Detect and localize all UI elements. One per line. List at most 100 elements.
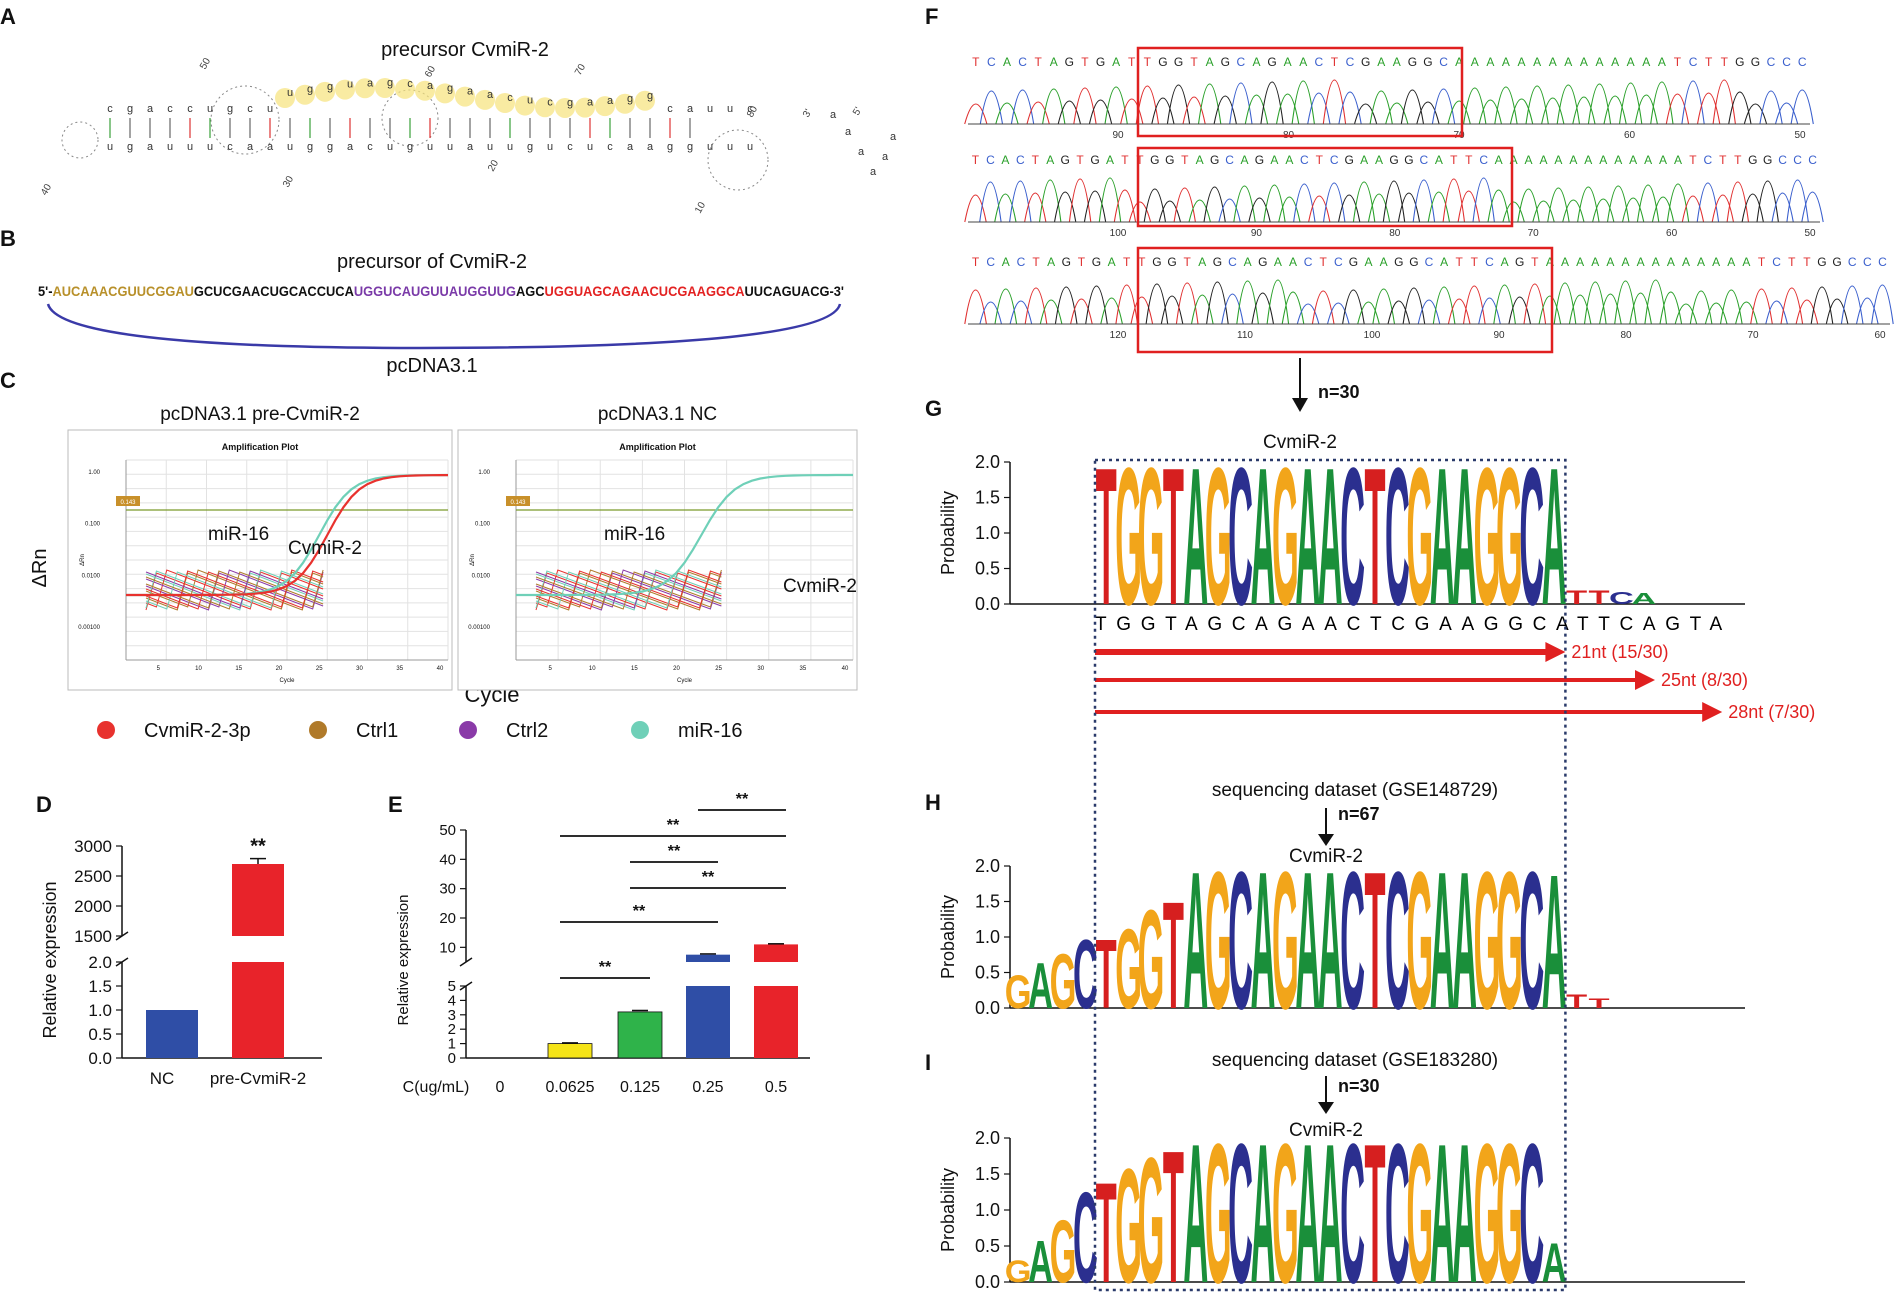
chromatogram-peak (1038, 179, 1062, 223)
chromatogram-peak (1385, 102, 1409, 125)
trace-base: A (1712, 255, 1720, 269)
sequence-segment: 5'- (38, 283, 53, 299)
chromatogram-peak (1088, 99, 1113, 125)
chromatogram-peak (1502, 201, 1525, 223)
nucleotide-top: c (247, 103, 253, 115)
chromatogram-peak (1771, 192, 1794, 223)
chromatogram-peak (1353, 103, 1378, 125)
chromatogram-peak (1517, 188, 1540, 223)
chromatogram-peak (1743, 103, 1768, 125)
trace-base: T (1121, 153, 1129, 167)
chromatogram-peak (1774, 102, 1799, 125)
trace-position: 60 (1624, 130, 1636, 141)
chromatogram-peak (1855, 297, 1879, 325)
length-label: 25nt (8/30) (1661, 670, 1748, 690)
chromatogram-peak (1525, 85, 1549, 125)
trace-base: A (1658, 55, 1666, 69)
chromatogram-peak (979, 181, 1002, 223)
dataset-label: sequencing dataset (GSE183280) (1212, 1050, 1498, 1071)
trace-base: A (1375, 153, 1383, 167)
chromatogram-peak (1120, 98, 1144, 125)
trace-base: A (1471, 55, 1479, 69)
chromatogram-peak (1024, 287, 1048, 325)
chromatogram-peak (1372, 288, 1396, 325)
noise-curve (145, 569, 324, 608)
chromatogram-peak (1098, 177, 1122, 223)
chromatogram-peak (1039, 299, 1063, 325)
chromatogram-peak (979, 301, 1003, 325)
trace-base: T (1803, 255, 1811, 269)
trace-base: T (1705, 55, 1713, 69)
logo-letter: A (1452, 1104, 1477, 1292)
trace-base: A (1611, 55, 1619, 69)
chromatogram-peak (1556, 84, 1581, 125)
chromatogram-peak (1726, 181, 1750, 223)
logo-letter: A (1183, 831, 1208, 1050)
chromatogram-peak (1275, 93, 1300, 125)
chromatogram-peak (1795, 299, 1819, 325)
nucleotide-bottom: u (387, 141, 393, 153)
bar (754, 944, 798, 962)
position-number: 3' (801, 107, 814, 119)
logo-letter: C (1385, 427, 1410, 646)
nucleotide-bottom: u (287, 141, 293, 153)
nucleotide-top: a (467, 86, 474, 98)
amplification-plot: pcDNA3.1 pre-CvmiR-2 Amplification Plot 1.… (67, 404, 453, 691)
chromatogram-peak (1840, 285, 1864, 325)
logo-letter: T (1163, 1111, 1184, 1292)
trace-base: T (1032, 255, 1040, 269)
chromatogram-peak (1765, 300, 1788, 325)
nucleotide-top: a (487, 89, 494, 101)
chromatogram-peak (1130, 296, 1154, 325)
loop-left (210, 85, 280, 155)
curve-label-mir16: miR-16 (604, 524, 665, 545)
chromatogram-peak (1568, 294, 1592, 325)
bar (686, 986, 730, 1058)
chromatogram-peak (1825, 298, 1849, 325)
nucleotide-bottom: c (227, 141, 233, 153)
y-tick-label: 30 (439, 881, 456, 898)
logo-letter: C (1519, 1104, 1544, 1292)
logo-y-tick-label: 0.0 (975, 594, 1000, 614)
trace-base: A (1198, 255, 1206, 269)
chromatogram-peak (1712, 79, 1736, 125)
chromatogram-peak (1173, 187, 1196, 223)
logo-letter: T (1364, 1104, 1385, 1292)
trace-base: A (1285, 153, 1293, 167)
nucleotide-bottom: a (347, 141, 354, 153)
panel-letter-h: H (925, 790, 941, 815)
trace-base: T (1081, 55, 1089, 69)
logo-letter: T (1364, 831, 1385, 1050)
mature-glow (435, 83, 455, 104)
trace-base: G (1408, 55, 1417, 69)
trace-position: 90 (1251, 228, 1263, 239)
chromatogram-peak (1562, 199, 1585, 223)
nucleotide-bottom: a (627, 141, 634, 153)
trace-base: G (1255, 153, 1264, 167)
legend-marker (631, 721, 649, 739)
trace-position: 70 (1528, 228, 1540, 239)
chromatogram-peak (1427, 191, 1451, 223)
x-tick-label: pre-CvmiR-2 (210, 1069, 306, 1088)
logo-letter: A (1430, 427, 1455, 646)
chromatogram-peak (1871, 284, 1894, 325)
inner-ylabel: ΔRn (470, 554, 476, 566)
trace-base: C (1225, 153, 1234, 167)
y-tick-label: 1 (448, 1036, 456, 1053)
nucleotide-top: c (667, 103, 673, 115)
position-number: 70 (573, 62, 588, 78)
logo-title: CvmiR-2 (1289, 846, 1363, 867)
noise-curve (535, 569, 722, 611)
comparison-label: ** (633, 903, 646, 920)
logo-y-tick-label: 2.0 (975, 856, 1000, 876)
highlight-box (1136, 46, 1464, 138)
logo-letter: T (1096, 920, 1117, 1029)
sequence-segment: UGGUAGCAGAACUCGAAGGCA (545, 283, 745, 299)
comparison-label: ** (667, 817, 680, 834)
trace-base: G (1515, 255, 1524, 269)
logo-letter: G (1205, 427, 1232, 646)
logo-y-tick-label: 1.0 (975, 927, 1000, 947)
trace-base: T (1719, 153, 1727, 167)
n-label: n=67 (1338, 804, 1380, 824)
x-tick-label: NC (150, 1069, 175, 1088)
